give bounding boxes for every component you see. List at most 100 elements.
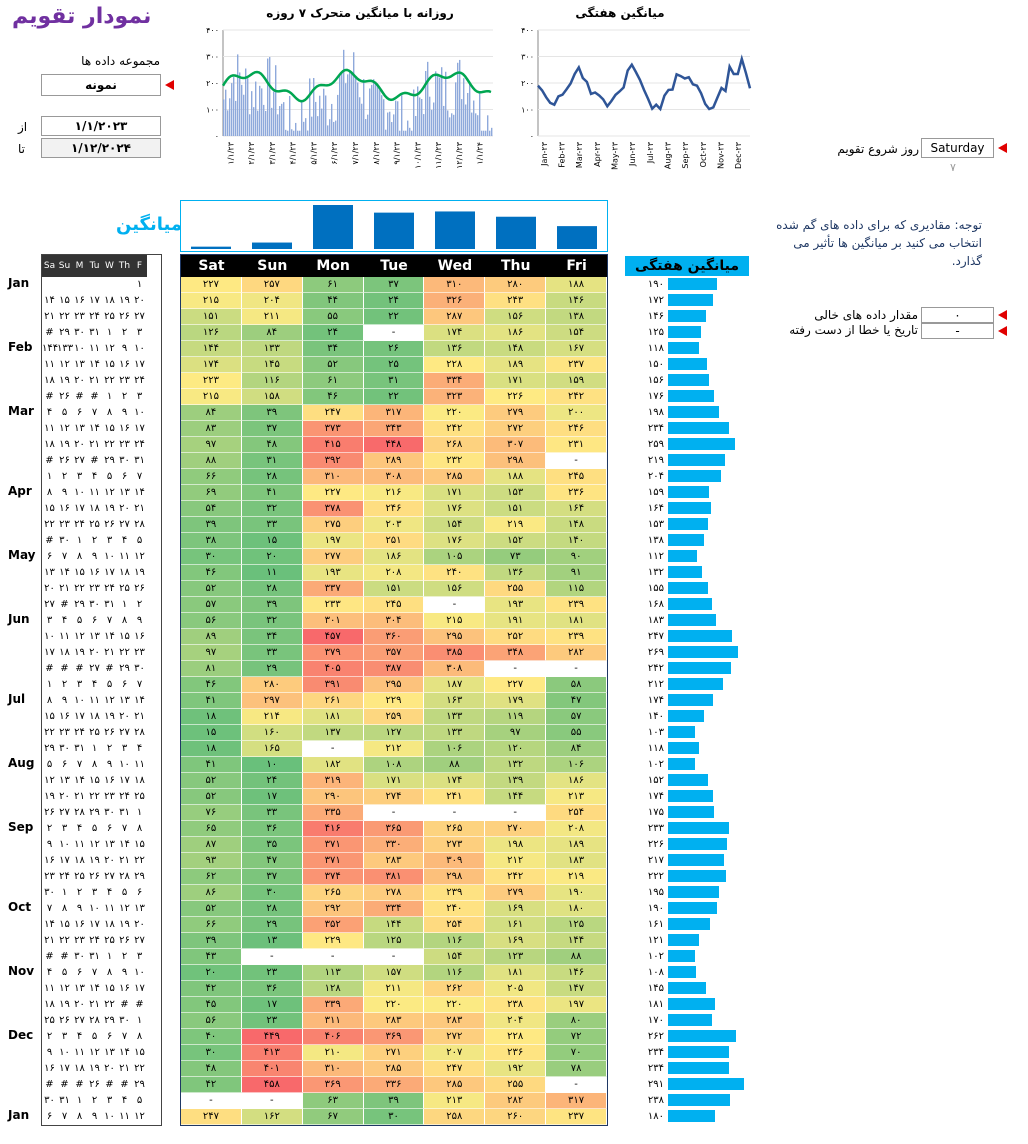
- weekly-row: ۱۹۵: [632, 884, 752, 900]
- calendar-cell: ۱۰: [134, 343, 145, 354]
- heatmap-cell: ۱۴۶: [546, 293, 608, 309]
- calendar-header: Sa Su M Tu W Th F: [42, 255, 161, 277]
- calendar-cell: #: [60, 599, 69, 610]
- heatmap-cell: ۲۸۰: [485, 277, 547, 293]
- missing-date-field[interactable]: -: [921, 323, 994, 339]
- calendar-cell: ۲۱: [89, 439, 100, 450]
- empty-value-field[interactable]: ۰: [921, 307, 994, 323]
- heatmap-cell: ۱۴۷: [546, 981, 608, 997]
- calendar-cell: ۳۰: [59, 743, 70, 754]
- weekly-value: ۱۳۸: [647, 534, 664, 546]
- weekly-bar: [668, 934, 700, 946]
- calendar-cell: ۱۶: [59, 503, 70, 514]
- average-bar-chart: [180, 200, 608, 252]
- heatmap-cell: ۲۴۷: [424, 1061, 486, 1077]
- heatmap-cell: ۱۵۴: [424, 517, 486, 533]
- dataset-select[interactable]: نمونه: [41, 74, 161, 96]
- calendar-row: ۱۴ ۱۵ ۱۶ ۱۷ ۱۸ ۱۹ ۲۰: [42, 917, 161, 933]
- heatmap-cell: ۲۰۵: [485, 981, 547, 997]
- heatmap-cell: ۲۴۷: [181, 1109, 242, 1125]
- calendar-cell: ۱۸: [89, 711, 100, 722]
- calendar-cell: ۱۹: [134, 567, 145, 578]
- calendar-cell: ۱: [106, 391, 113, 402]
- heatmap-cell: ۵۲: [181, 581, 242, 597]
- month-label: Jan: [8, 276, 30, 290]
- from-date-field[interactable]: ۱/۱/۲۰۲۳: [41, 116, 161, 136]
- x-tick-label: ۱۲/۱/۲۳: [455, 141, 464, 169]
- weekly-bar: [668, 470, 722, 482]
- calendar-row: ۱۸ ۱۹ ۲۰ ۲۱ ۲۲ ۲۳ ۲۴: [42, 437, 161, 453]
- dropdown-arrow-icon[interactable]: [998, 143, 1007, 153]
- heatmap-cell: ۲۵۵: [485, 581, 547, 597]
- calendar-cell: ۲۶: [104, 519, 115, 530]
- heatmap-cell: ۳۷۱: [302, 837, 364, 853]
- heatmap-cell: ۱۷۹: [485, 693, 547, 709]
- daily-bar: [383, 99, 385, 136]
- heatmap-cell: ۳۵۲: [302, 917, 364, 933]
- heatmap-cell: ۲۶۱: [302, 693, 364, 709]
- month-label: May: [8, 548, 36, 562]
- weekly-row: ۱۵۲: [632, 772, 752, 788]
- heatmap-row: ۴۶ ۱۱ ۱۹۳ ۲۰۸ ۲۴۰ ۱۳۶ ۹۱: [181, 565, 608, 581]
- calendar-cell: ۲۳: [74, 935, 85, 946]
- calendar-cell: ۱۷: [134, 983, 145, 994]
- start-day-select[interactable]: Saturday: [921, 138, 994, 158]
- weekly-bar: [668, 518, 708, 530]
- weekly-bar: [668, 1078, 744, 1090]
- calendar-cell: ۲۱: [74, 791, 85, 802]
- heatmap-cell: ۳۷۹: [302, 645, 364, 661]
- calendar-row: #۲۶ # #۱ ۲ ۳: [42, 389, 161, 405]
- calendar-cell: ۲: [121, 327, 128, 338]
- calendar-row: ۲۵ ۲۶ ۲۷ ۲۸ ۲۹ ۳۰ ۱: [42, 1013, 161, 1029]
- daily-bar: [271, 107, 273, 136]
- month-label: Apr: [8, 484, 32, 498]
- weekly-row: ۲۱۷: [632, 852, 752, 868]
- heatmap-cell: ۸۴: [241, 325, 303, 341]
- daily-bar: [455, 82, 457, 136]
- weekly-value: ۱۳۲: [647, 566, 664, 578]
- heatmap-cell: ۲۴۳: [485, 293, 547, 309]
- heatmap-cell: ۲۰۴: [241, 293, 303, 309]
- weekly-value: ۱۹۵: [647, 886, 664, 898]
- calendar-cell: ۹: [121, 407, 128, 418]
- weekly-bar: [668, 1062, 729, 1074]
- calendar-cell: ۹: [61, 695, 68, 706]
- calendar-cell: ۱۳: [119, 487, 130, 498]
- heatmap-cell: ۳۰: [241, 885, 303, 901]
- calendar-cell: ۶: [46, 1111, 53, 1122]
- calendar-cell: ۲۲: [104, 439, 115, 450]
- calendar-cell: ۲۱: [59, 583, 70, 594]
- heatmap-cell: ۲۵۴: [546, 805, 608, 821]
- heatmap-row: ۴۱ ۲۹۷ ۲۶۱ ۲۲۹ ۱۶۳ ۱۷۹ ۴۷: [181, 693, 608, 709]
- y-tick-label: ۰: [215, 132, 219, 141]
- heatmap-cell: ۸۸: [424, 757, 486, 773]
- calendar-cell: ۱۲: [59, 359, 70, 370]
- dropdown-arrow-icon[interactable]: [998, 326, 1007, 336]
- daily-bar: [381, 95, 383, 136]
- daily-bar: [333, 121, 335, 136]
- heatmap-cell: ۲۱۰: [302, 1045, 364, 1061]
- calendar-cell: ۷: [61, 551, 68, 562]
- calendar-cell: ۴: [76, 823, 83, 834]
- daily-bar: [331, 103, 333, 136]
- calendar-cell: ۱۹: [59, 999, 70, 1010]
- calendar-row: ۱۶ ۱۷ ۱۸ ۱۹ ۲۰ ۲۱ ۲۲: [42, 1061, 161, 1077]
- weekly-row: ۲۳۴: [632, 1060, 752, 1076]
- calendar-cell: ۲۱: [134, 503, 145, 514]
- calendar-row: ۱۴ ۱۵ ۱۶ ۱۷ ۱۸ ۱۹ ۲۰: [42, 293, 161, 309]
- heatmap-cell: ۹۱: [546, 565, 608, 581]
- heatmap-cell: ۲۳۹: [424, 885, 486, 901]
- heatmap-cell: ۱۷۴: [424, 325, 486, 341]
- dropdown-arrow-icon[interactable]: [998, 310, 1007, 320]
- calendar-cell: ۲۴: [74, 727, 85, 738]
- dropdown-arrow-icon[interactable]: [165, 80, 174, 90]
- heatmap-cell: ۱۱۶: [424, 933, 486, 949]
- calendar-cell: ۲۴: [89, 935, 100, 946]
- heatmap-cell: ۱۶۲: [241, 1109, 303, 1125]
- calendar-cell: ۳۰: [44, 1095, 55, 1106]
- heatmap-cell: ۲۱۱: [363, 981, 425, 997]
- month-label: Feb: [8, 340, 33, 354]
- heatmap-cell: ۲۴: [302, 325, 364, 341]
